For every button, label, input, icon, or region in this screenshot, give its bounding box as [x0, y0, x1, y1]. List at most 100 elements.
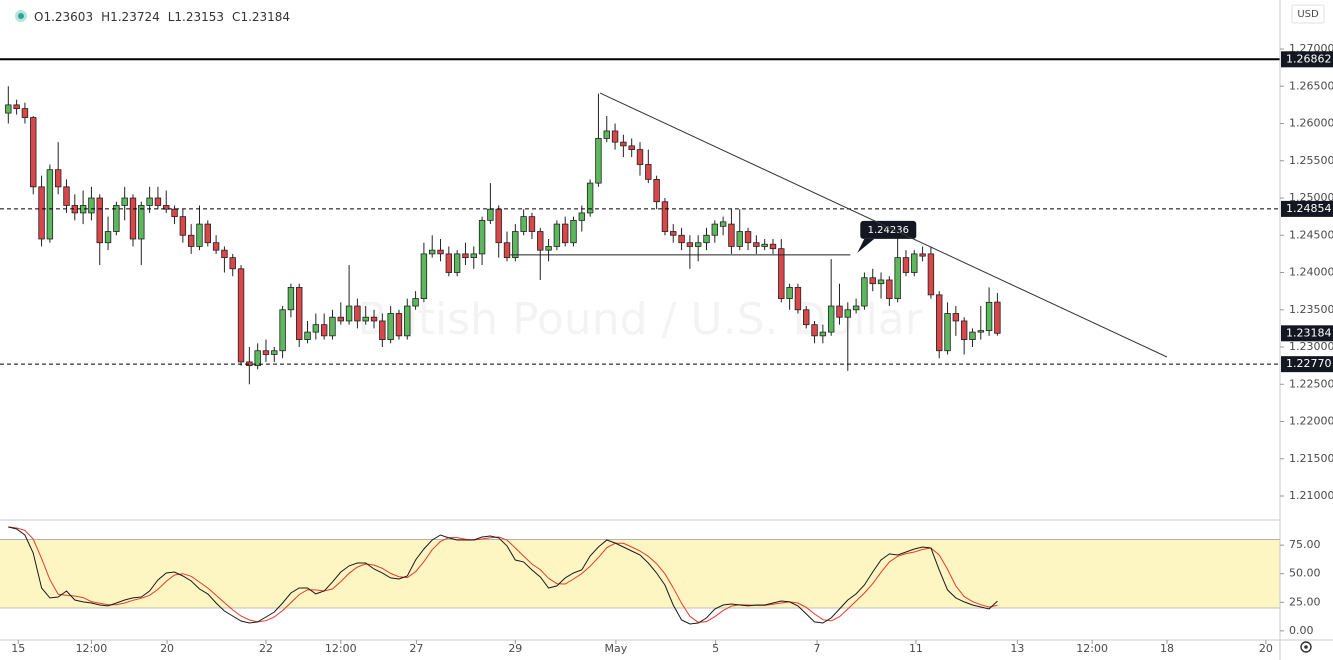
candle-body — [370, 316, 378, 322]
candle-body — [628, 145, 635, 150]
candle-body — [528, 216, 536, 232]
settings-icon[interactable] — [1300, 641, 1312, 653]
candle-body — [653, 178, 660, 203]
candle-body — [453, 253, 461, 273]
candle-body — [778, 248, 785, 299]
candle-body — [54, 169, 62, 188]
currency-box[interactable] — [1291, 4, 1325, 24]
candle-body — [362, 316, 369, 322]
candle-body — [545, 246, 552, 251]
candle-body — [636, 149, 644, 165]
candle-body — [279, 309, 286, 352]
candle-body — [611, 130, 619, 143]
stoch-tick-label: 25.00 — [1289, 595, 1321, 608]
y-tick-label: 1.23000 — [1289, 340, 1333, 353]
y-tick-label: 1.22000 — [1289, 415, 1333, 428]
candle-body — [877, 279, 885, 285]
candle-body — [13, 104, 20, 110]
x-tick-label: 18 — [1160, 642, 1174, 655]
level-label-box — [1281, 51, 1333, 68]
candle-body — [861, 277, 868, 307]
stoch-tick-label: 0.00 — [1289, 624, 1314, 637]
candle-body — [312, 324, 320, 333]
annotation-box — [860, 220, 917, 239]
ohlc-value: 1.23724 — [110, 10, 160, 24]
candle-body — [670, 231, 677, 236]
candle-body — [404, 305, 411, 337]
candle-body — [5, 104, 12, 114]
candle-body — [561, 223, 569, 244]
y-tick-label: 1.24500 — [1289, 228, 1333, 241]
x-tick-label: 20 — [1259, 642, 1273, 655]
candle-body — [827, 305, 835, 333]
candle-body — [462, 253, 469, 259]
candle-body — [844, 309, 851, 318]
candle-body — [811, 324, 818, 337]
candle-body — [977, 330, 984, 333]
candle-body — [570, 219, 577, 244]
currency-label: USD — [1297, 9, 1319, 20]
candle-body — [661, 201, 669, 232]
candle-body — [379, 320, 386, 340]
candle-body — [603, 130, 610, 139]
candle-body — [196, 223, 203, 247]
x-tick-label: 20 — [160, 642, 174, 655]
candle-body — [221, 249, 228, 259]
candle-body — [320, 324, 328, 337]
x-tick-label: 12:00 — [76, 642, 108, 655]
candle-body — [703, 234, 710, 244]
ohlc-value: 1.23603 — [43, 10, 93, 24]
candle-body — [678, 234, 685, 244]
candle-body — [495, 208, 502, 244]
candle-body — [254, 350, 261, 367]
candle-body — [229, 257, 236, 270]
x-tick-label: 5 — [712, 642, 719, 655]
candle-body — [744, 231, 752, 244]
candle-body — [852, 305, 860, 311]
ohlc-value: 1.23184 — [240, 10, 290, 24]
candle-body — [304, 331, 311, 340]
candle-body — [387, 313, 394, 340]
candle-body — [179, 216, 187, 236]
stochastic-band — [0, 539, 1280, 608]
candle-body — [171, 208, 178, 218]
candle-body — [786, 287, 793, 299]
candle-body — [271, 350, 278, 355]
candle-body — [952, 313, 960, 322]
ohlc-key: L — [168, 10, 175, 24]
candle-body — [836, 305, 843, 318]
candle-body — [262, 350, 270, 355]
candle-body — [911, 253, 918, 273]
level-label-box — [1281, 356, 1333, 373]
candle-body — [586, 182, 594, 214]
stoch-k-line — [8, 526, 998, 625]
candle-body — [38, 186, 45, 240]
candle-body — [794, 287, 802, 311]
candle-body — [985, 301, 993, 332]
y-tick-label: 1.21500 — [1289, 452, 1333, 465]
y-tick-label: 1.23500 — [1289, 303, 1333, 316]
last-price-label-box — [1281, 325, 1333, 342]
candle-body — [478, 219, 486, 255]
candle-body — [520, 216, 527, 232]
y-tick-label: 1.26000 — [1289, 117, 1333, 130]
candle-body — [711, 223, 719, 236]
candle-body — [154, 197, 162, 206]
x-tick-label: 7 — [814, 642, 821, 655]
candle-body — [769, 243, 777, 250]
ohlc-key: H — [101, 10, 110, 24]
candle-body — [212, 242, 220, 251]
status-dot — [18, 13, 24, 19]
x-tick-label: 12:00 — [325, 642, 357, 655]
candle-body — [886, 279, 893, 299]
level-label: 1.22770 — [1286, 357, 1332, 370]
candle-body — [129, 197, 137, 240]
candle-body — [620, 141, 627, 147]
candle-body — [113, 205, 120, 232]
stoch-tick-label: 50.00 — [1289, 567, 1321, 580]
y-tick-label: 1.25000 — [1289, 191, 1333, 204]
ohlc-header: O1.23603 H1.23724 L1.23153 C1.23184 — [34, 10, 290, 24]
candle-body — [487, 208, 494, 221]
